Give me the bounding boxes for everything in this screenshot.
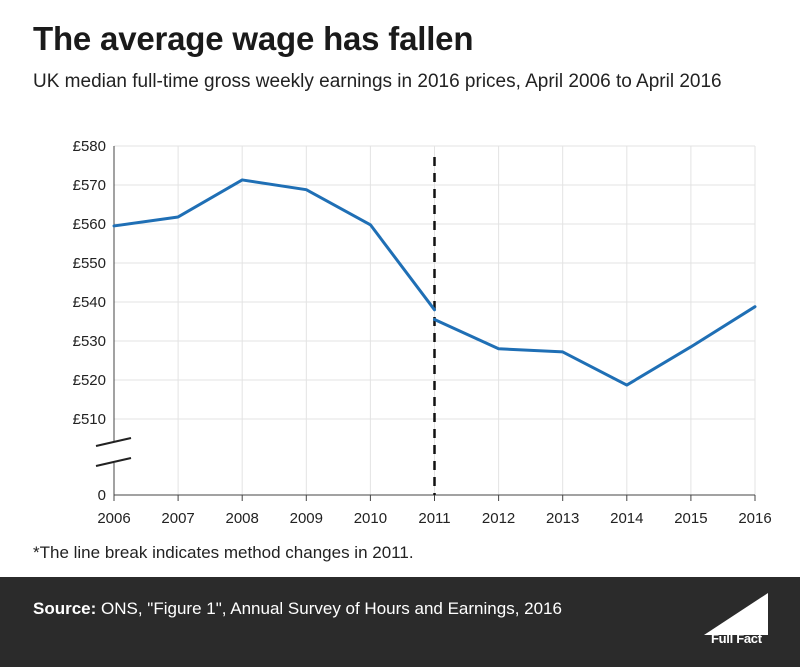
x-tick-label: 2008 <box>226 510 259 527</box>
y-tick-label: 0 <box>98 487 106 504</box>
y-tick-label: £580 <box>73 138 106 155</box>
x-tick-label: 2009 <box>290 510 323 527</box>
y-axis-ticks: £580 £570 £560 £550 £540 £530 £520 £510 0 <box>73 138 106 504</box>
full-fact-logo-text: Full Fact <box>711 631 762 646</box>
full-fact-logo-icon <box>704 593 768 635</box>
series-lines <box>112 178 757 387</box>
source-line: Source: ONS, "Figure 1", Annual Survey o… <box>33 599 562 619</box>
chart-subtitle: UK median full-time gross weekly earning… <box>33 71 722 92</box>
source-text: ONS, "Figure 1", Annual Survey of Hours … <box>96 599 562 618</box>
x-tick-label: 2006 <box>97 510 130 527</box>
footer-bar: Source: ONS, "Figure 1", Annual Survey o… <box>0 577 800 667</box>
footnote: *The line break indicates method changes… <box>33 543 414 562</box>
earnings-line-after_2011_method_change <box>433 305 757 387</box>
x-tick-label: 2015 <box>674 510 707 527</box>
source-label: Source: <box>33 599 97 618</box>
y-tick-label: £510 <box>73 411 106 428</box>
axis-break-gap <box>110 441 118 463</box>
y-tick-label: £550 <box>73 255 106 272</box>
axis-break-mark-upper <box>95 437 132 447</box>
y-tick-label: £560 <box>73 216 106 233</box>
axis-break-marks <box>95 437 132 467</box>
x-axis-ticks: 2006 2007 2008 2009 2010 2011 2012 2013 2014 2015… <box>97 510 771 527</box>
axis-break-mark-lower <box>95 457 132 467</box>
y-tick-label: £540 <box>73 294 106 311</box>
x-tick-label: 2012 <box>482 510 515 527</box>
earnings-line-before_2011_method_change <box>112 178 436 312</box>
y-tick-label: £570 <box>73 177 106 194</box>
x-tick-label: 2011 <box>418 510 450 527</box>
x-tick-label: 2016 <box>738 510 771 527</box>
chart-title: The average wage has fallen <box>33 20 474 57</box>
y-tick-label: £530 <box>73 333 106 350</box>
x-tick-label: 2010 <box>354 510 387 527</box>
x-tick-label: 2014 <box>610 510 643 527</box>
x-tick-label: 2013 <box>546 510 579 527</box>
y-tick-label: £520 <box>73 372 106 389</box>
x-tick-label: 2007 <box>161 510 194 527</box>
